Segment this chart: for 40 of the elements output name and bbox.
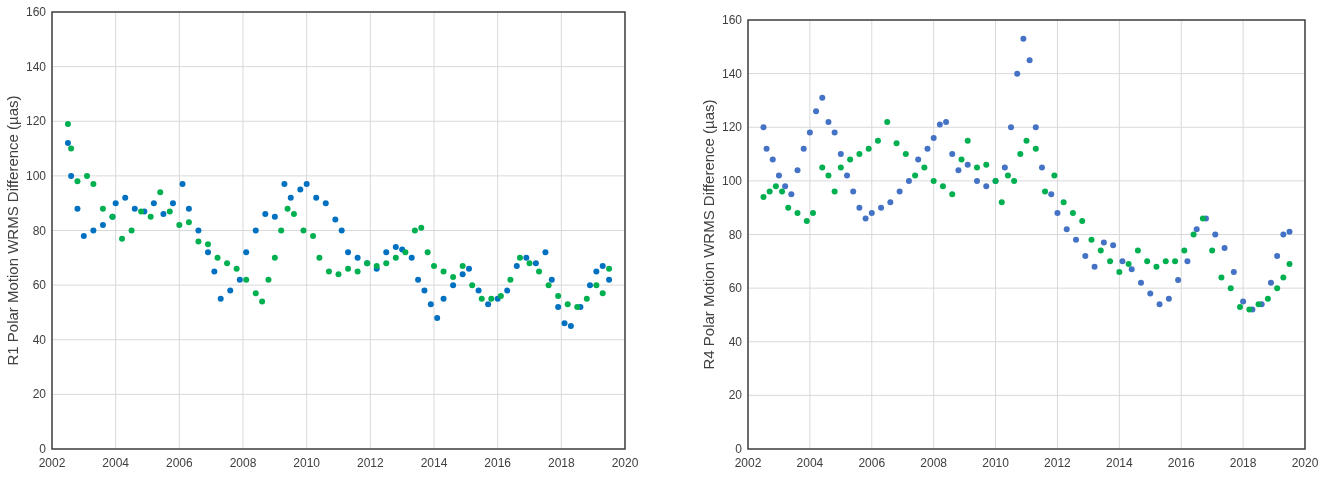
y-tick-label: 0 <box>39 442 47 456</box>
y-tick-label: 40 <box>728 334 743 349</box>
x-tick-label: 2012 <box>356 456 384 470</box>
x-tick-label: 2002 <box>734 456 762 470</box>
y-tick-label: 40 <box>32 332 47 347</box>
y-tick-label: 20 <box>32 387 47 402</box>
y-tick-label: 160 <box>721 13 743 27</box>
y-tick-label: 20 <box>728 388 743 403</box>
y-tick-label: 60 <box>32 278 47 293</box>
y-tick-label: 120 <box>721 120 743 135</box>
x-tick-label: 2018 <box>1229 456 1257 470</box>
y-tick-label: 100 <box>721 173 743 188</box>
x-tick-label: 2008 <box>920 456 948 470</box>
y-axis-title: R4 Polar Motion WRMS Difference (µas) <box>700 99 717 370</box>
y-tick-label: 80 <box>728 227 743 242</box>
x-tick-label: 2014 <box>420 456 448 470</box>
x-tick-label: 2008 <box>229 456 257 470</box>
x-tick-label: 2004 <box>102 456 130 470</box>
y-tick-label: 140 <box>721 66 743 81</box>
y-tick-label: 100 <box>25 168 47 183</box>
y-tick-label: 80 <box>32 223 47 238</box>
y-tick-label: 140 <box>25 59 47 74</box>
x-tick-label: 2006 <box>858 456 886 470</box>
x-tick-label: 2016 <box>1167 456 1195 470</box>
y-tick-label: 160 <box>25 5 47 19</box>
x-tick-label: 2018 <box>547 456 575 470</box>
x-tick-label: 2010 <box>982 456 1010 470</box>
y-tick-label: 60 <box>728 281 743 296</box>
y-tick-label: 0 <box>735 442 743 456</box>
x-tick-label: 2012 <box>1044 456 1072 470</box>
x-tick-label: 2020 <box>1291 456 1319 470</box>
x-tick-label: 2004 <box>796 456 824 470</box>
y-axis-title: R1 Polar Motion WRMS Difference (µas) <box>4 95 21 366</box>
x-tick-label: 2010 <box>293 456 321 470</box>
x-tick-label: 2014 <box>1105 456 1133 470</box>
x-tick-label: 2006 <box>165 456 193 470</box>
x-tick-label: 2020 <box>611 456 639 470</box>
x-tick-label: 2016 <box>484 456 512 470</box>
y-tick-label: 120 <box>25 114 47 129</box>
x-tick-label: 2002 <box>38 456 66 470</box>
